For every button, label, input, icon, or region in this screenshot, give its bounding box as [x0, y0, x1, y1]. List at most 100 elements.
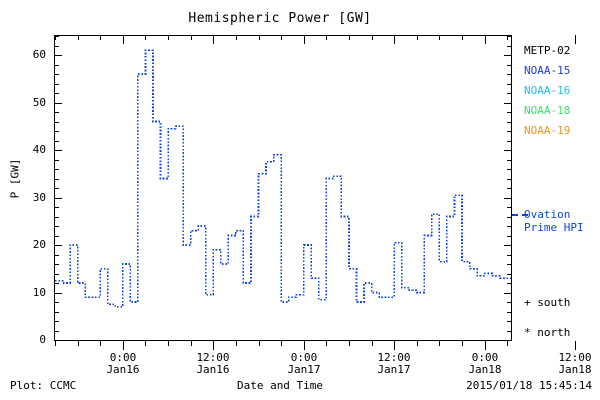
y-tick-major: [54, 55, 62, 56]
y-tick-minor: [54, 274, 59, 275]
x-tick-major: [394, 341, 395, 350]
y-tick-minor: [54, 131, 59, 132]
y-tick-minor: [54, 264, 59, 265]
x-tick-minor: [439, 341, 440, 346]
x-tick-label-line: 0:00: [109, 351, 137, 364]
y-tick-major-right: [504, 55, 512, 56]
y-tick-minor-right: [507, 207, 512, 208]
x-tick-label-line: Jan18: [558, 363, 592, 376]
x-tick-label: 0:00 Jan18: [445, 352, 525, 376]
x-tick-minor: [191, 341, 192, 346]
y-tick-minor-right: [507, 226, 512, 227]
y-tick-minor: [54, 112, 59, 113]
y-tick-major: [54, 293, 62, 294]
y-tick-label: 10: [32, 286, 46, 299]
x-tick-minor-top: [326, 35, 327, 40]
y-tick-minor: [54, 255, 59, 256]
y-tick-minor-right: [507, 36, 512, 37]
x-tick-label: 0:00 Jan16: [83, 352, 163, 376]
y-tick-label: 40: [32, 143, 46, 156]
x-tick-label-line: Jan16: [196, 363, 230, 376]
x-axis-label: Date and Time: [236, 379, 324, 392]
x-tick-major-top: [304, 35, 305, 44]
x-tick-minor-top: [168, 35, 169, 40]
x-tick-major: [485, 341, 486, 350]
y-tick-minor-right: [507, 74, 512, 75]
legend-item-noaa-16: NOAA-16: [524, 84, 571, 97]
x-tick-minor: [55, 341, 56, 346]
y-tick-minor: [54, 36, 59, 37]
y-tick-minor: [54, 312, 59, 313]
x-tick-label: 12:00 Jan17: [354, 352, 434, 376]
x-tick-minor-top: [55, 35, 56, 40]
y-tick-minor-right: [507, 179, 512, 180]
data-plot: [55, 49, 511, 308]
x-tick-label-line: 12:00: [377, 351, 411, 364]
x-tick-minor: [417, 341, 418, 346]
y-tick-minor: [54, 302, 59, 303]
x-tick-label-line: Jan18: [468, 363, 502, 376]
x-tick-minor: [372, 341, 373, 346]
y-tick-major-right: [504, 245, 512, 246]
x-tick-label: 0:00 Jan17: [264, 352, 344, 376]
y-tick-major-right: [504, 150, 512, 151]
y-tick-major: [54, 150, 62, 151]
x-tick-minor-top: [145, 35, 146, 40]
y-tick-minor-right: [507, 131, 512, 132]
legend-item-metp-02: METP-02: [524, 44, 571, 57]
x-tick-minor-top: [439, 35, 440, 40]
y-tick-minor-right: [507, 312, 512, 313]
legend-marker-north: * north: [524, 326, 571, 339]
y-tick-minor: [54, 321, 59, 322]
y-tick-minor: [54, 217, 59, 218]
y-tick-label: 50: [32, 96, 46, 109]
x-tick-minor: [145, 341, 146, 346]
plot-area: [54, 35, 512, 341]
y-tick-minor-right: [507, 283, 512, 284]
y-tick-label: 20: [32, 238, 46, 251]
page-title: Hemispheric Power [GW]: [188, 11, 372, 26]
legend-item-noaa-18: NOAA-18: [524, 104, 571, 117]
y-tick-major-right: [504, 293, 512, 294]
x-tick-minor: [168, 341, 169, 346]
x-tick-minor-top: [236, 35, 237, 40]
x-tick-major: [213, 341, 214, 350]
plot-timestamp: 2015/01/18 15:45:14: [466, 379, 592, 392]
y-tick-major-right: [504, 198, 512, 199]
x-tick-label-line: Jan16: [106, 363, 140, 376]
x-tick-major-top: [123, 35, 124, 44]
series-line-ovation-prime-hpi: [55, 49, 511, 308]
x-tick-major: [304, 341, 305, 350]
y-tick-minor: [54, 283, 59, 284]
y-tick-major-right: [504, 103, 512, 104]
x-tick-label-line: Jan17: [377, 363, 411, 376]
x-tick-label-line: 0:00: [471, 351, 499, 364]
plot-credit: Plot: CCMC: [10, 379, 77, 392]
x-tick-minor: [100, 341, 101, 346]
y-tick-label: 60: [32, 48, 46, 61]
y-tick-minor: [54, 160, 59, 161]
y-tick-minor-right: [507, 236, 512, 237]
y-tick-label: 0: [39, 333, 46, 346]
x-tick-minor: [462, 341, 463, 346]
y-tick-minor: [54, 141, 59, 142]
y-tick-minor: [54, 65, 59, 66]
x-tick-major-top: [394, 35, 395, 44]
x-tick-minor-top: [100, 35, 101, 40]
y-tick-minor-right: [507, 93, 512, 94]
legend-item-noaa-15: NOAA-15: [524, 64, 571, 77]
x-tick-minor: [259, 341, 260, 346]
ovation-line1: Ovation: [524, 208, 571, 221]
y-tick-minor: [54, 188, 59, 189]
y-tick-major-right: [504, 340, 512, 341]
y-tick-minor-right: [507, 46, 512, 47]
x-tick-label-line: 0:00: [290, 351, 318, 364]
y-tick-minor: [54, 84, 59, 85]
y-tick-minor-right: [507, 141, 512, 142]
x-tick-minor: [326, 341, 327, 346]
y-tick-minor: [54, 331, 59, 332]
y-tick-minor: [54, 46, 59, 47]
x-tick-minor-top: [281, 35, 282, 40]
y-tick-major: [54, 340, 62, 341]
